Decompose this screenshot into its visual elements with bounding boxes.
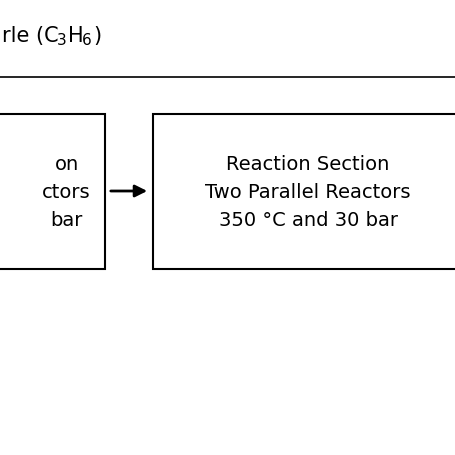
- Text: ): ): [93, 26, 101, 46]
- Text: Two Parallel Reactors: Two Parallel Reactors: [205, 182, 410, 202]
- Text: 350 °C and 30 bar: 350 °C and 30 bar: [218, 211, 397, 229]
- Text: Reaction Section: Reaction Section: [226, 155, 389, 174]
- Bar: [0, 115, 105, 269]
- Text: rle (C: rle (C: [2, 26, 59, 46]
- Bar: [153, 115, 455, 269]
- Text: 6: 6: [82, 33, 91, 48]
- Text: ctors: ctors: [42, 182, 91, 202]
- Text: bar: bar: [50, 211, 82, 229]
- Text: H: H: [68, 26, 83, 46]
- Text: on: on: [54, 155, 78, 174]
- Text: 3: 3: [57, 33, 66, 48]
